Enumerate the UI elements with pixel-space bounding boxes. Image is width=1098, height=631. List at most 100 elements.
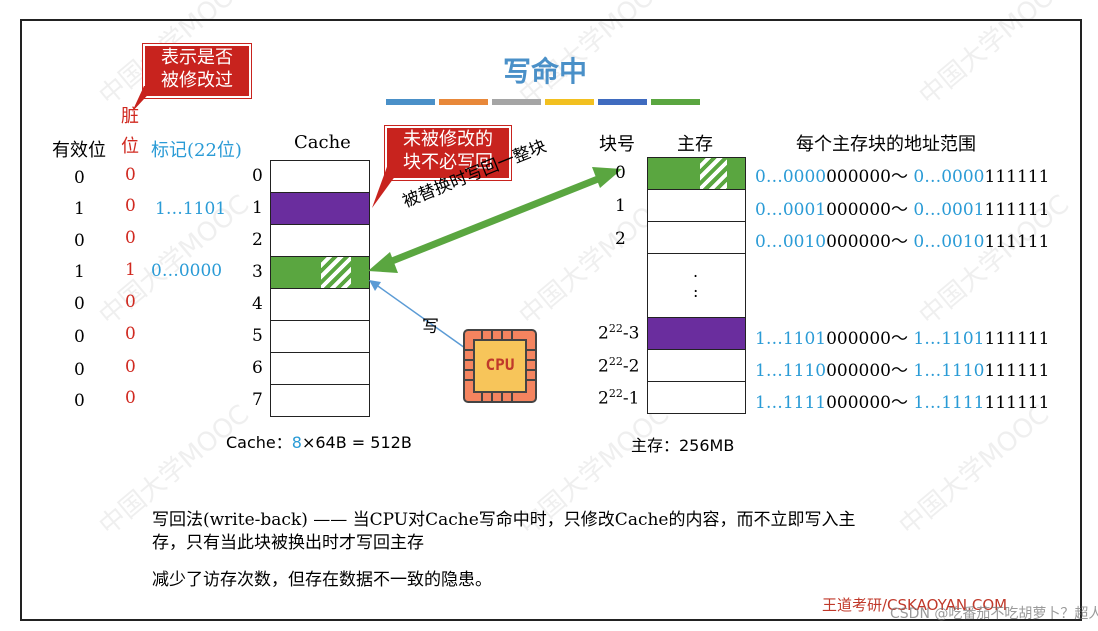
- range-end-high: 0…0010: [913, 232, 985, 252]
- dirty-bit-header-bottom: 位: [121, 136, 139, 157]
- valid-bit: 0: [74, 327, 85, 347]
- stripe-3: [492, 99, 541, 105]
- dirty-bit-header-top: 脏: [121, 106, 139, 127]
- cache-index: 6: [252, 358, 263, 378]
- block-suffix: -2: [622, 356, 640, 377]
- cache-line: [270, 288, 370, 321]
- block-number-power: 222-2: [598, 355, 639, 377]
- block-suffix: -3: [622, 323, 640, 344]
- slide-title: 写命中: [502, 55, 587, 88]
- memory-block-gap: [647, 253, 746, 318]
- explanation-line-3: 减少了访存次数，但存在数据不一致的隐患。: [152, 570, 492, 590]
- cache-index: 5: [252, 326, 263, 346]
- block-number-power: 222-3: [598, 322, 639, 344]
- range-start-low: 000000: [826, 361, 891, 381]
- write-arrow-label: 写: [422, 317, 439, 337]
- range-end-high: 0…0000: [913, 167, 985, 187]
- range-end-high: 1…1110: [913, 361, 985, 381]
- memory-block-green: [647, 157, 746, 190]
- memory-block: [647, 349, 746, 382]
- address-range: 1…1101000000～ 1…1101111111: [755, 324, 1049, 349]
- range-end-low: 111111: [984, 232, 1050, 252]
- range-end-low: 111111: [984, 329, 1050, 349]
- cache-line: [270, 352, 370, 385]
- dirty-bit: 0: [125, 324, 136, 344]
- cache-line-green: [270, 256, 370, 289]
- range-end-low: 111111: [984, 167, 1050, 187]
- stripe-4: [545, 99, 594, 105]
- address-range-header: 每个主存块的地址范围: [796, 134, 976, 155]
- cache-line: [270, 160, 370, 193]
- range-end-low: 111111: [984, 361, 1050, 381]
- explanation-line-1: 写回法(write-back) —— 当CPU对Cache写命中时，只修改Cac…: [152, 510, 856, 530]
- range-separator: ～: [891, 329, 914, 349]
- dirty-bit: 0: [125, 388, 136, 408]
- range-start-high: 0…0001: [755, 200, 827, 220]
- modified-word-hatch: [700, 158, 727, 189]
- stripe-2: [439, 99, 488, 105]
- credit-label: CSDN @吃番茄不吃胡萝卜？超人: [890, 606, 1098, 622]
- valid-bit: 0: [74, 168, 85, 188]
- block-number-header: 块号: [599, 134, 635, 155]
- range-separator: ～: [891, 200, 914, 220]
- block-base: 2: [598, 356, 609, 377]
- cache-caption-rest: ×64B = 512B: [301, 433, 412, 452]
- cpu-icon: CPU: [462, 328, 538, 404]
- valid-bit: 0: [74, 294, 85, 314]
- block-number: 2: [615, 229, 626, 249]
- range-separator: ～: [891, 167, 914, 187]
- tag-value: 0…0000: [151, 261, 223, 281]
- address-range: 1…1110000000～ 1…1110111111: [755, 356, 1049, 381]
- memory-block: [647, 189, 746, 222]
- dirty-bit: 0: [125, 357, 136, 377]
- cache-line-purple: [270, 192, 370, 225]
- valid-bit-header: 有效位: [52, 140, 106, 161]
- block-exp: 22: [608, 387, 623, 400]
- slide-frame: [20, 19, 1082, 621]
- cache-caption-prefix: Cache：: [226, 433, 292, 452]
- stripe-1: [386, 99, 435, 105]
- modified-word-hatch: [321, 257, 351, 288]
- ellipsis-dot: .: [693, 262, 699, 281]
- cache-caption-count: 8: [291, 433, 302, 452]
- block-base: 2: [598, 323, 609, 344]
- range-start-low: 000000: [826, 167, 891, 187]
- dirty-bit: 1: [125, 260, 136, 280]
- range-separator: ～: [891, 393, 914, 413]
- cache-line: [270, 320, 370, 353]
- address-range: 0…0010000000～ 0…0010111111: [755, 227, 1049, 252]
- explanation-line-2: 存，只有当此块被换出时才写回主存: [152, 533, 424, 553]
- cache-header: Cache: [294, 132, 351, 153]
- block-exp: 22: [608, 355, 623, 368]
- address-range: 0…0001000000～ 0…0001111111: [755, 195, 1049, 220]
- valid-bit: 1: [74, 262, 85, 282]
- tag-header: 标记(22位): [151, 140, 242, 161]
- main-memory-header: 主存: [677, 134, 713, 155]
- memory-block: [647, 221, 746, 254]
- cache-index: 7: [252, 390, 263, 410]
- cpu-chip-graphic: [463, 329, 537, 403]
- brand-label: 王道考研/CSKAOYAN.COM: [822, 596, 1008, 614]
- cache-index: 1: [252, 198, 263, 218]
- ellipsis-dot: :: [693, 282, 699, 301]
- callout-line: 被修改过: [161, 70, 233, 91]
- valid-bit: 0: [74, 360, 85, 380]
- valid-bit: 0: [74, 231, 85, 251]
- range-start-low: 000000: [826, 393, 891, 413]
- range-separator: ～: [891, 361, 914, 381]
- cache-index: 0: [252, 166, 263, 186]
- dirty-bit: 0: [125, 292, 136, 312]
- memory-block-purple: [647, 317, 746, 350]
- block-number-power: 222-1: [598, 387, 639, 409]
- block-number: 0: [615, 163, 626, 183]
- range-end-high: 1…1111: [913, 393, 985, 413]
- range-start-high: 0…0010: [755, 232, 827, 252]
- memory-caption: 主存：256MB: [631, 436, 735, 455]
- callout-no-writeback: 未被修改的 块不必写回: [385, 126, 511, 180]
- cache-caption: Cache：8×64B = 512B: [226, 429, 412, 453]
- range-start-high: 1…1110: [755, 361, 827, 381]
- callout-pointer: [372, 164, 404, 208]
- tag-value: 1…1101: [155, 199, 227, 219]
- cache-index: 2: [252, 230, 263, 250]
- dirty-bit: 0: [125, 165, 136, 185]
